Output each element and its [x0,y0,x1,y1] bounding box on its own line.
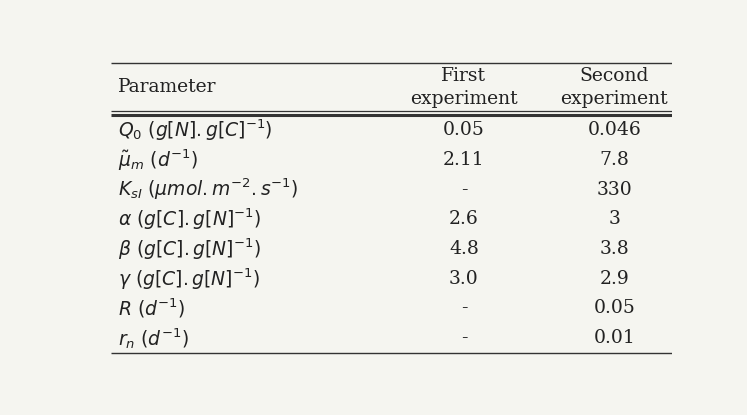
Text: 3.8: 3.8 [600,240,629,258]
Text: 0.05: 0.05 [443,121,485,139]
Text: $\tilde{\mu}_m\ (d^{-1})$: $\tilde{\mu}_m\ (d^{-1})$ [118,147,198,173]
Text: $\beta\ (g[C].g[N]^{-1})$: $\beta\ (g[C].g[N]^{-1})$ [118,236,261,262]
Text: $\gamma\ (g[C].g[N]^{-1})$: $\gamma\ (g[C].g[N]^{-1})$ [118,266,260,291]
Text: Parameter: Parameter [118,78,216,96]
Text: 3: 3 [609,210,620,228]
Text: $R\ (d^{-1})$: $R\ (d^{-1})$ [118,297,185,320]
Text: 2.11: 2.11 [443,151,485,169]
Text: -: - [461,329,467,347]
Text: -: - [461,300,467,317]
Text: 4.8: 4.8 [449,240,479,258]
Text: 7.8: 7.8 [600,151,629,169]
Text: 2.6: 2.6 [449,210,479,228]
Text: $r_n\ (d^{-1})$: $r_n\ (d^{-1})$ [118,326,188,351]
Text: First
experiment: First experiment [410,66,518,108]
Text: $\alpha\ (g[C].g[N]^{-1})$: $\alpha\ (g[C].g[N]^{-1})$ [118,207,261,232]
Text: 3.0: 3.0 [449,270,479,288]
Text: $Q_0\ (g[N].g[C]^{-1})$: $Q_0\ (g[N].g[C]^{-1})$ [118,117,273,143]
Text: 330: 330 [597,181,632,199]
Text: $K_{sI}\ (\mu mol.m^{-2}.s^{-1})$: $K_{sI}\ (\mu mol.m^{-2}.s^{-1})$ [118,177,298,203]
Text: -: - [461,181,467,199]
Text: 0.046: 0.046 [588,121,641,139]
Text: 2.9: 2.9 [600,270,629,288]
Text: Second
experiment: Second experiment [560,66,669,108]
Text: 0.01: 0.01 [594,329,635,347]
Text: 0.05: 0.05 [593,300,636,317]
